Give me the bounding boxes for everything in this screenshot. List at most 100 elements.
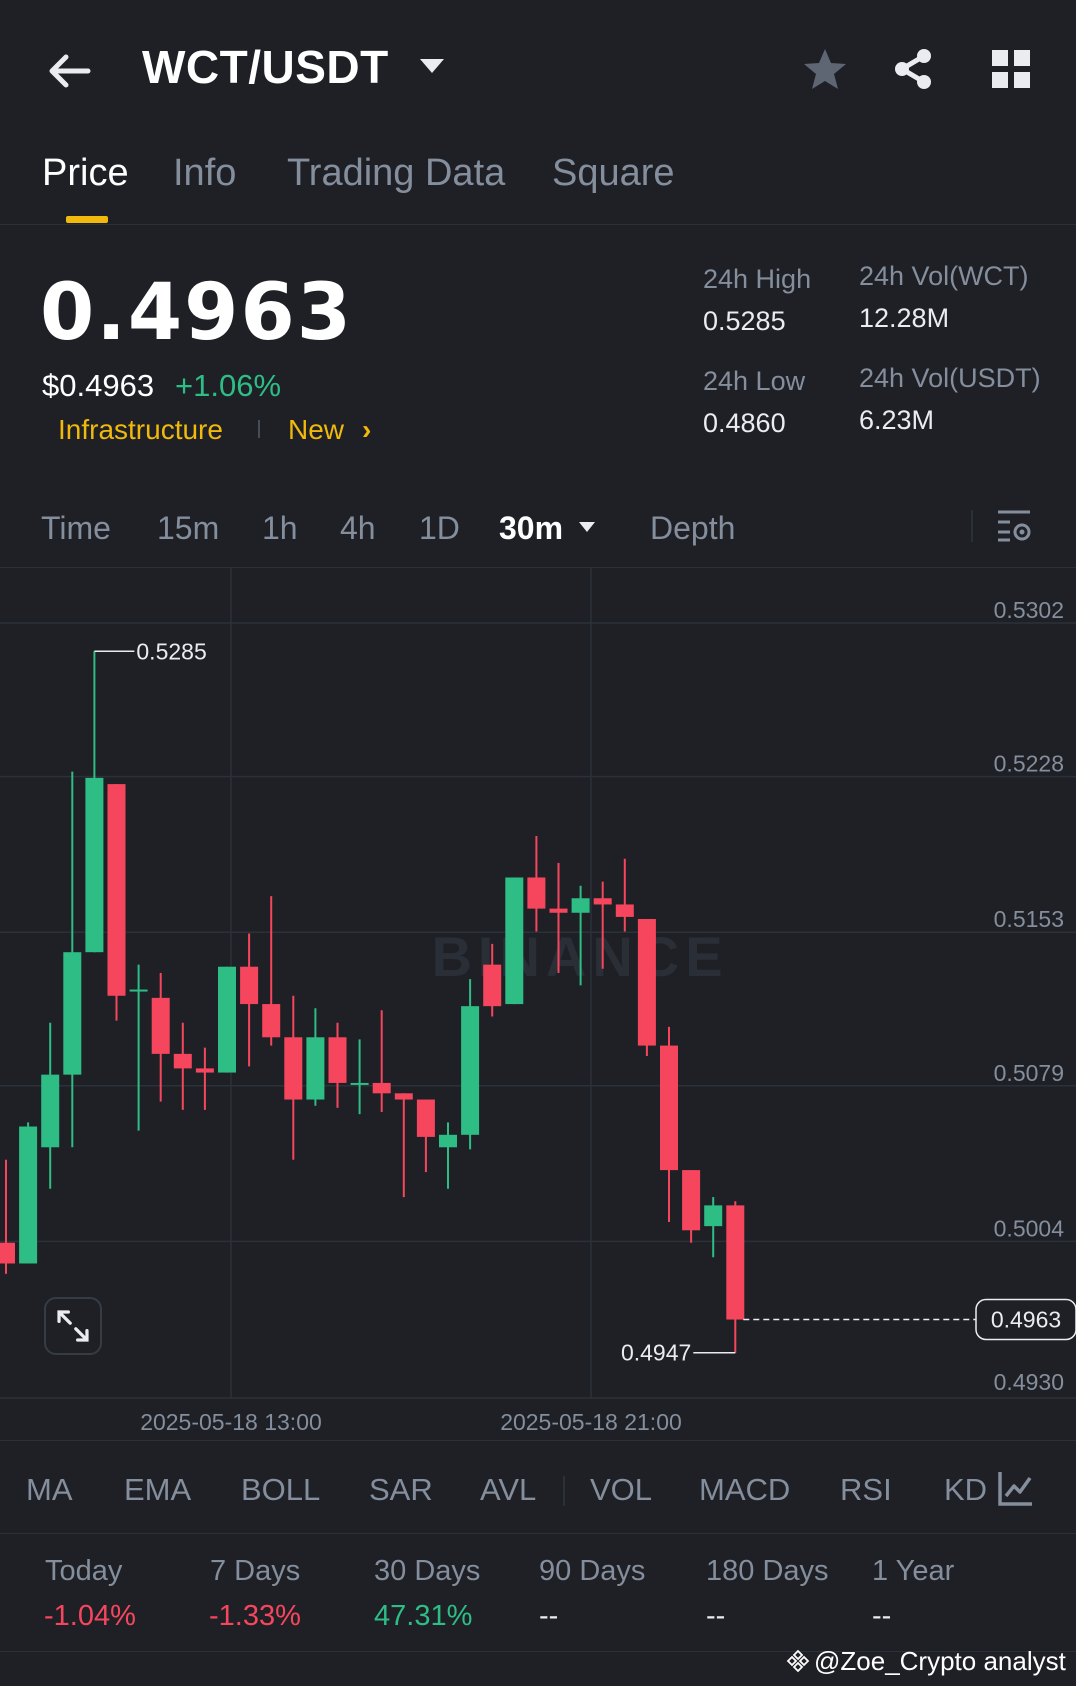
x-tick-label: 2025-05-18 21:00 [500,1409,682,1430]
divider [0,567,1076,568]
candle-up [571,898,590,913]
24h-vol-usdt-label: 24h Vol(USDT) [859,363,1041,393]
indicator-kd[interactable]: KD [944,1472,988,1507]
indicator-rsi[interactable]: RSI [840,1472,892,1507]
candle-down [240,966,259,1005]
divider [971,510,973,542]
indicator-boll[interactable]: BOLL [241,1472,321,1507]
interval-15m[interactable]: 15m [157,510,220,546]
interval-time[interactable]: Time [41,510,111,546]
perf-1y-value: -- [872,1600,892,1632]
24h-low-value: 0.4860 [703,408,786,438]
last-price: 0.4963 [40,268,353,358]
candle-down [682,1170,701,1231]
candle-down [726,1205,745,1320]
indicator-macd[interactable]: MACD [699,1472,791,1507]
candle-down [483,964,502,1007]
active-tab-indicator [66,216,108,223]
chevron-right-icon[interactable]: › [362,414,372,445]
tab-price[interactable]: Price [42,152,129,194]
candle-up [461,1006,480,1135]
divider [0,1440,1076,1441]
candle-down [416,1099,435,1137]
perf-30d-label: 30 Days [374,1555,481,1587]
perf-90d-label: 90 Days [539,1555,646,1587]
24h-vol-wct-label: 24h Vol(WCT) [859,261,1029,291]
tag-new[interactable]: New [288,414,345,445]
star-icon[interactable] [802,46,848,92]
current-price-label: 0.4963 [991,1307,1061,1333]
tab-square[interactable]: Square [552,152,675,194]
candle-down [262,1004,281,1038]
perf-7d-value: -1.33% [209,1600,301,1632]
interval-4h[interactable]: 4h [340,510,376,546]
perf-180d-value: -- [706,1600,726,1632]
y-tick-label: 0.5228 [994,751,1064,777]
tag-infrastructure[interactable]: Infrastructure [58,414,223,445]
interval-1h[interactable]: 1h [262,510,298,546]
expand-icon [57,1310,89,1342]
binance-watermark: BINANCE [431,925,728,988]
indicator-vol[interactable]: VOL [590,1472,653,1507]
divider [563,1476,565,1506]
candle-down [284,1037,303,1100]
tab-trading-data[interactable]: Trading Data [287,152,506,194]
candle-up [19,1126,38,1264]
candle-down [527,877,546,909]
watermark: @Zoe_Crypto analyst [786,1646,1066,1677]
tag-separator [258,420,260,438]
caret-down-icon[interactable] [418,56,446,76]
caret-down-icon[interactable] [577,520,597,534]
back-arrow-icon[interactable] [44,46,94,96]
share-icon[interactable] [890,46,936,92]
y-tick-label: 0.4930 [994,1369,1064,1395]
perf-1y-label: 1 Year [872,1555,955,1587]
candle-up [439,1134,457,1148]
indicator-ema[interactable]: EMA [124,1472,192,1507]
candle-down [173,1053,192,1069]
24h-low-label: 24h Low [703,366,806,396]
candle-down [394,1093,413,1100]
interval-1d[interactable]: 1D [419,510,460,546]
perf-180d-label: 180 Days [706,1555,829,1587]
y-tick-label: 0.5153 [994,906,1064,932]
indicator-avl[interactable]: AVL [480,1472,537,1507]
candle-down [593,898,612,905]
binance-logo-icon [786,1649,810,1673]
24h-vol-wct-value: 12.28M [859,303,950,333]
candle-down [151,997,170,1054]
y-tick-label: 0.5079 [994,1060,1064,1086]
usd-price: $0.4963 [42,368,155,403]
watermark-text: @Zoe_Crypto analyst [814,1646,1066,1676]
candle-up [41,1074,60,1148]
divider [0,224,1076,225]
perf-7d-label: 7 Days [210,1555,301,1587]
indicator-ma[interactable]: MA [26,1472,73,1507]
expand-chart-button[interactable] [44,1297,102,1355]
candle-up [85,777,104,953]
candle-up [704,1205,723,1227]
candle-down [195,1068,214,1073]
candle-down [0,1242,15,1264]
candle-down [372,1082,391,1094]
pair-title[interactable]: WCT/USDT [142,41,389,93]
candle-up [306,1037,325,1100]
candle-down [328,1037,347,1083]
candle-up [129,989,148,992]
tab-info[interactable]: Info [173,152,237,194]
24h-high-value: 0.5285 [703,306,786,336]
candle-up [63,952,82,1075]
grid-icon[interactable] [990,48,1032,90]
interval-depth[interactable]: Depth [650,510,736,546]
x-tick-label: 2025-05-18 13:00 [140,1409,322,1430]
y-tick-label: 0.5004 [994,1215,1065,1241]
indicator-sar[interactable]: SAR [369,1472,433,1507]
candlestick-chart[interactable]: 0.5302 0.5228 0.5153 0.5079 0.5004 0.4930 2025… [0,568,1076,1430]
current-price-tag [975,1298,1076,1341]
chart-settings-icon[interactable] [994,506,1034,546]
interval-30m[interactable]: 30m [499,510,564,546]
divider [0,1651,1076,1652]
candle-up [505,877,524,1005]
candle-down [660,1045,678,1171]
indicator-settings-icon[interactable] [996,1468,1036,1508]
